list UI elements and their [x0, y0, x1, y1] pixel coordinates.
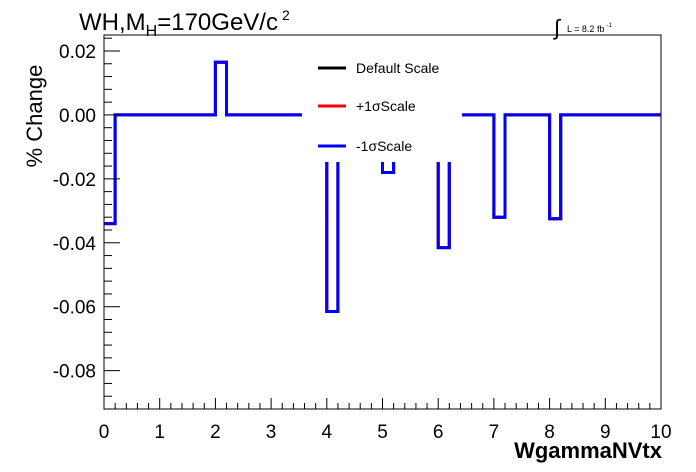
y-tick-label: -0.04 [53, 234, 97, 255]
x-tick-label: 9 [600, 422, 611, 443]
legend-label: +1σScale [356, 98, 416, 114]
x-tick-label: 6 [433, 422, 444, 443]
x-tick-label: 3 [266, 422, 277, 443]
x-tick-label: 5 [377, 422, 388, 443]
y-tick-label: -0.02 [53, 170, 96, 191]
x-tick-label: 7 [489, 422, 500, 443]
y-axis-title: % Change [22, 65, 47, 168]
y-tick-label: -0.08 [53, 362, 96, 383]
x-tick-label: 2 [210, 422, 221, 443]
x-tick-label: 1 [154, 422, 165, 443]
y-tick-label: -0.06 [53, 298, 96, 319]
axes-layer: 0 1 2 3 4 5 6 7 8 9 10 0.02 0.00 -0.02 -0.04 -0.06 -0.08 [53, 34, 672, 443]
y-tick-label: 0.02 [59, 42, 96, 63]
y-tick-label: 0.00 [59, 106, 96, 127]
x-tick-label: 10 [650, 422, 671, 443]
lumi-label: L = 8.2 fb -1 [567, 23, 612, 34]
x-tick-label: 8 [544, 422, 555, 443]
lumi-integral-icon: ∫ [552, 15, 562, 40]
legend-label: -1σScale [356, 138, 412, 154]
x-tick-label: 4 [322, 422, 333, 443]
legend: Default Scale +1σScale -1σScale [318, 60, 439, 154]
x-tick-label: 0 [99, 422, 110, 443]
legend-label: Default Scale [356, 60, 439, 76]
x-axis-title: WgammaNVtx [514, 438, 663, 463]
chart-title: WH,MH=170GeV/c 2 [79, 7, 290, 40]
